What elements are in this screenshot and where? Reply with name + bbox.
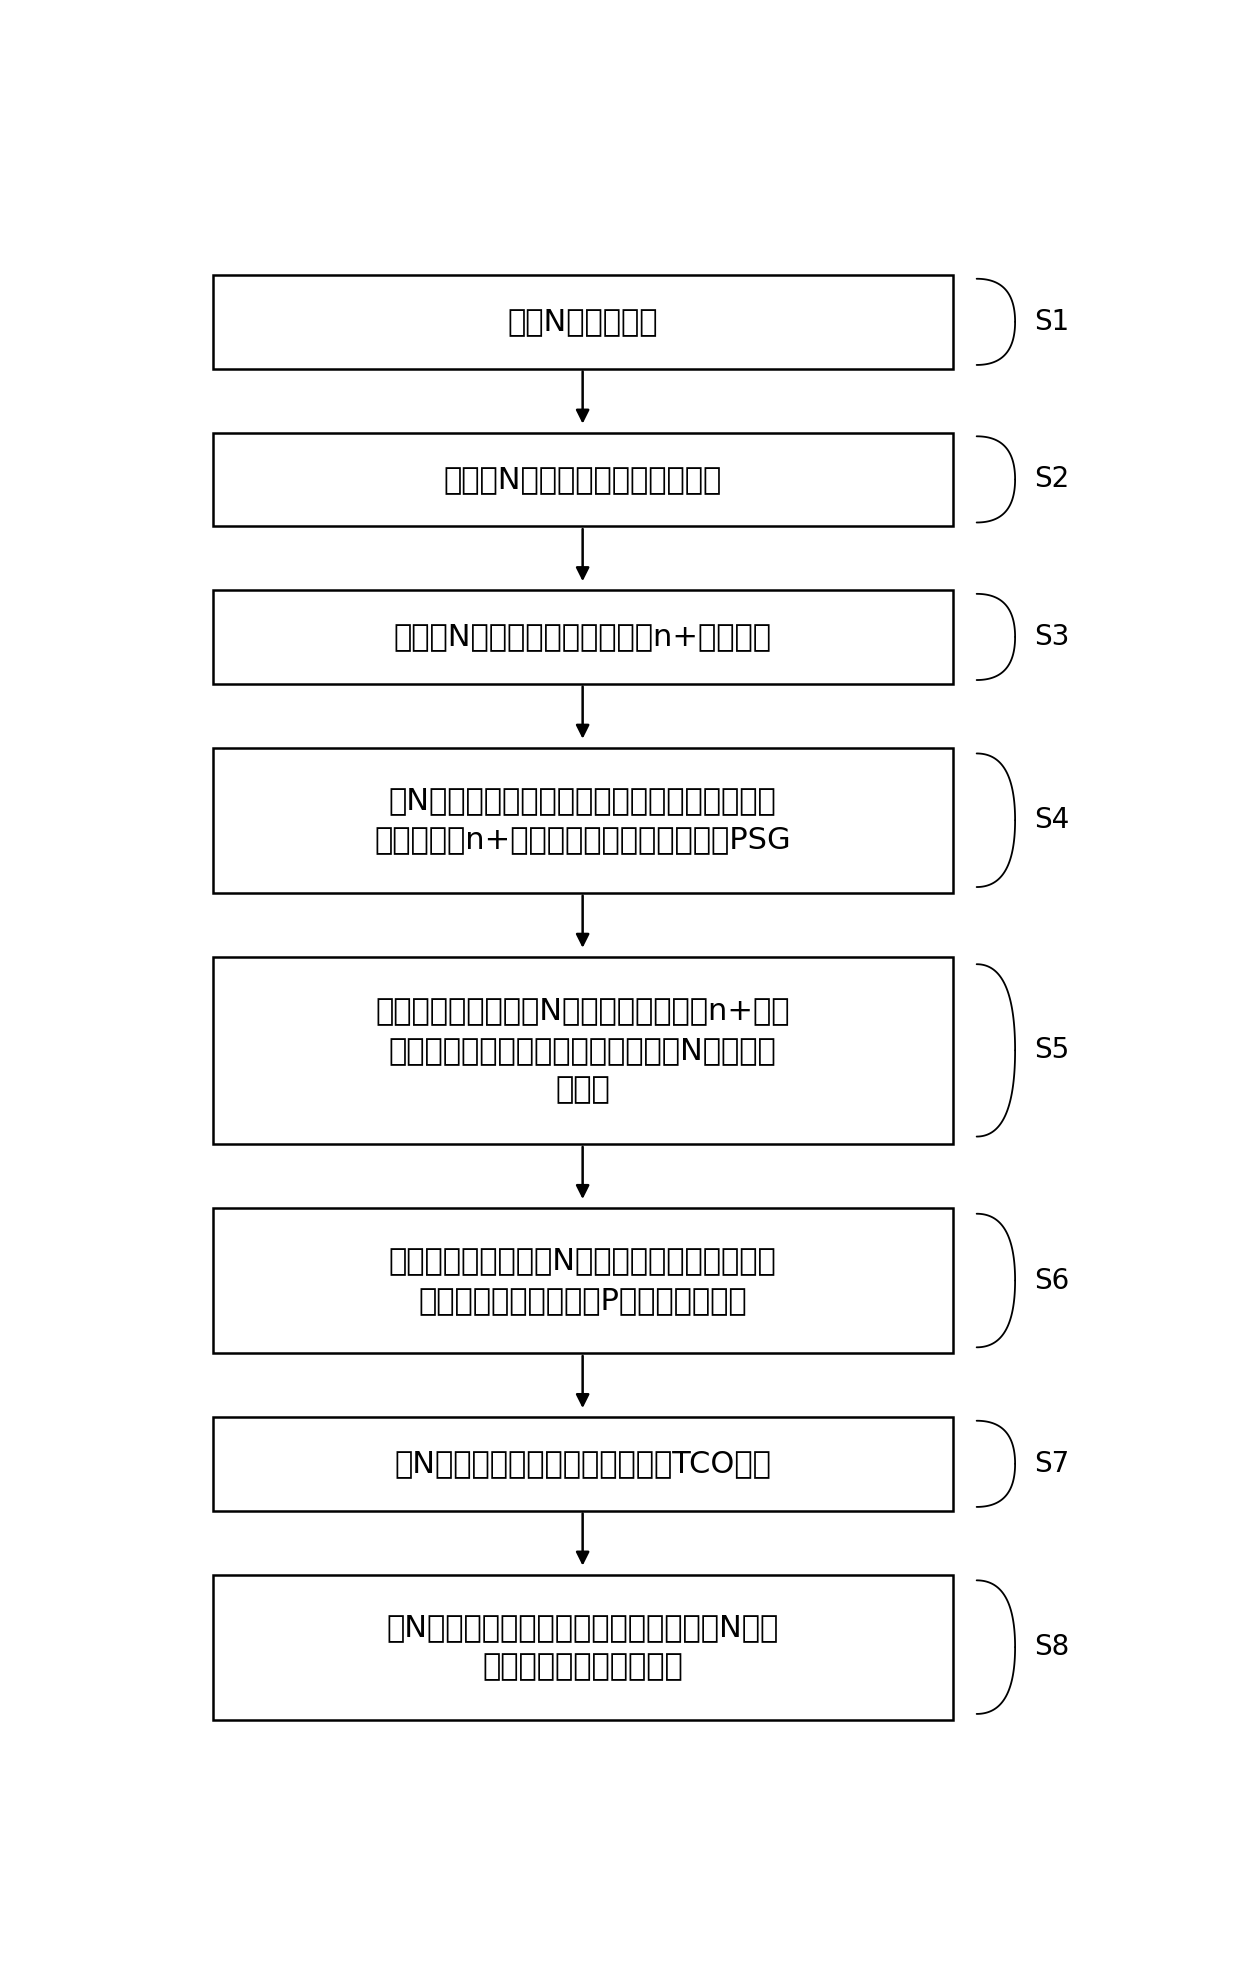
Bar bbox=[213, 956, 952, 1144]
Text: S6: S6 bbox=[1034, 1266, 1070, 1294]
Text: S7: S7 bbox=[1034, 1450, 1070, 1477]
Bar bbox=[213, 1416, 952, 1511]
Bar bbox=[213, 1209, 952, 1353]
Text: 通过一个工艺步骤在N型硅片基体的背面依次形
成背面本征非晶硅层和P型掺杂非晶硅层: 通过一个工艺步骤在N型硅片基体的背面依次形 成背面本征非晶硅层和P型掺杂非晶硅层 bbox=[389, 1246, 776, 1315]
Text: S1: S1 bbox=[1034, 308, 1070, 336]
Text: S5: S5 bbox=[1034, 1037, 1070, 1065]
Text: 对所述N型硅片基体进行双面制绒: 对所述N型硅片基体进行双面制绒 bbox=[444, 464, 722, 494]
Text: S8: S8 bbox=[1034, 1633, 1070, 1661]
Text: S3: S3 bbox=[1034, 622, 1070, 652]
Text: 提供N型硅片基体: 提供N型硅片基体 bbox=[507, 308, 658, 336]
Text: 在N型硅片基体的背面形成正电极，并在N型硅
片基体的正面形成负电极: 在N型硅片基体的背面形成正电极，并在N型硅 片基体的正面形成负电极 bbox=[387, 1614, 779, 1681]
Bar bbox=[213, 591, 952, 683]
Bar bbox=[213, 749, 952, 893]
Bar bbox=[213, 433, 952, 525]
Text: 对N型硅片基体的背面进行腐蚀并清洗，去除绕
扩到背面的n+轻掺杂层和正面扩散形成的PSG: 对N型硅片基体的背面进行腐蚀并清洗，去除绕 扩到背面的n+轻掺杂层和正面扩散形成… bbox=[374, 786, 791, 855]
Text: 通过一个工艺步骤在N型硅片基体正面的n+轻掺
杂层上依次形成正面本征非晶硅层和N型掺杂非
晶硅层: 通过一个工艺步骤在N型硅片基体正面的n+轻掺 杂层上依次形成正面本征非晶硅层和N… bbox=[376, 997, 790, 1104]
Text: 在N型硅片基体的正面和背面形成TCO薄膜: 在N型硅片基体的正面和背面形成TCO薄膜 bbox=[394, 1450, 771, 1479]
Bar bbox=[213, 275, 952, 369]
Text: S4: S4 bbox=[1034, 806, 1070, 833]
Text: S2: S2 bbox=[1034, 466, 1070, 494]
Text: 在所述N型硅片基体的正面形成n+轻掺杂层: 在所述N型硅片基体的正面形成n+轻掺杂层 bbox=[393, 622, 771, 652]
Bar bbox=[213, 1574, 952, 1720]
